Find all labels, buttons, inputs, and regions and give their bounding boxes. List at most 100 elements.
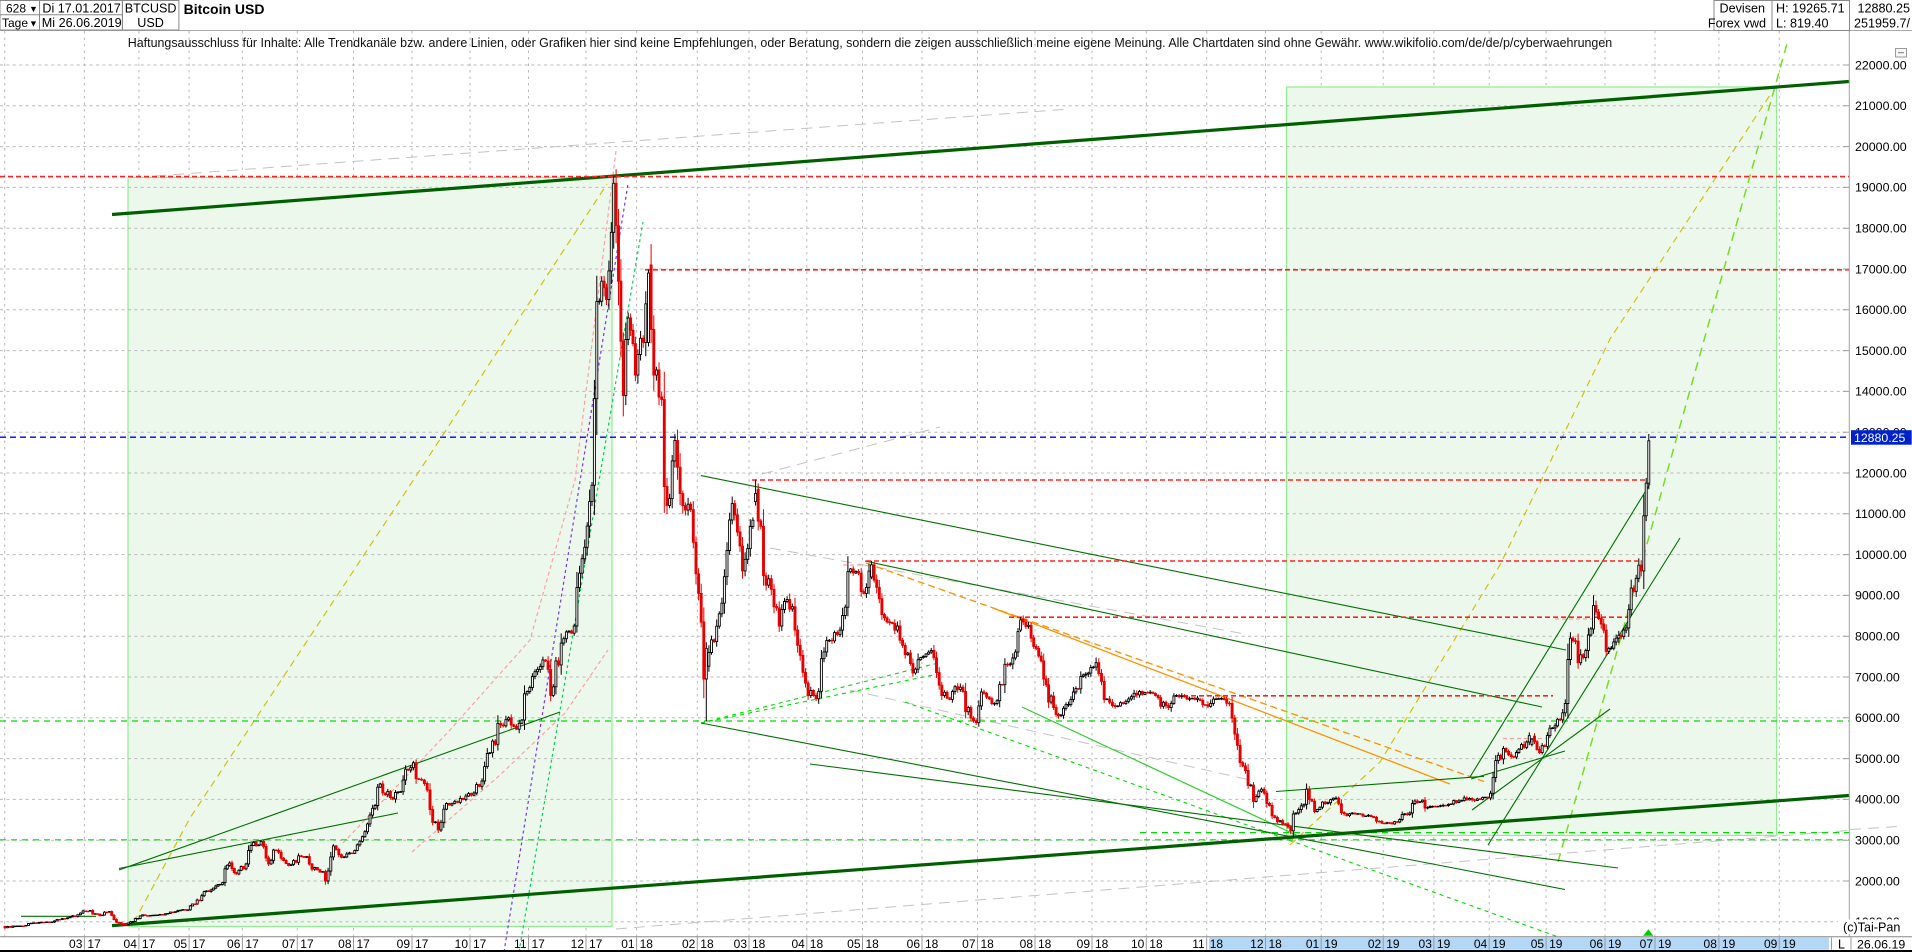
svg-text:17: 17	[142, 937, 156, 951]
svg-text:▼: ▼	[29, 19, 38, 29]
svg-text:18: 18	[640, 937, 654, 951]
svg-text:18: 18	[700, 937, 714, 951]
svg-text:09: 09	[1764, 937, 1778, 951]
svg-text:18: 18	[752, 937, 766, 951]
svg-text:06: 06	[1590, 937, 1604, 951]
svg-text:07: 07	[282, 937, 296, 951]
svg-text:Devisen: Devisen	[1720, 2, 1766, 16]
svg-text:08: 08	[338, 937, 352, 951]
svg-text:251959.7/: 251959.7/	[1854, 17, 1911, 31]
svg-text:04: 04	[791, 937, 805, 951]
svg-text:Tage: Tage	[2, 16, 28, 30]
svg-text:17: 17	[300, 937, 314, 951]
svg-text:10000.00: 10000.00	[1855, 548, 1907, 562]
svg-text:11: 11	[1192, 937, 1205, 951]
svg-text:17: 17	[532, 937, 546, 951]
svg-text:17000.00: 17000.00	[1855, 262, 1907, 276]
svg-text:22000.00: 22000.00	[1855, 58, 1907, 72]
svg-text:8000.00: 8000.00	[1855, 630, 1900, 644]
svg-text:12880.25: 12880.25	[1857, 2, 1910, 16]
svg-text:L: 819.40: L: 819.40	[1776, 17, 1829, 31]
svg-text:19: 19	[1658, 937, 1672, 951]
svg-text:17: 17	[589, 937, 603, 951]
svg-text:19: 19	[1722, 937, 1736, 951]
svg-text:26.06.19: 26.06.19	[1857, 937, 1905, 951]
svg-text:Haftungsausschluss für Inhalte: Haftungsausschluss für Inhalte: Alle Tre…	[128, 36, 1612, 50]
svg-text:17: 17	[357, 937, 371, 951]
svg-text:10: 10	[1131, 937, 1145, 951]
svg-text:12: 12	[571, 937, 585, 951]
svg-text:18: 18	[810, 937, 824, 951]
svg-text:19: 19	[1324, 937, 1338, 951]
svg-text:2000.00: 2000.00	[1855, 874, 1900, 888]
svg-text:17: 17	[87, 937, 101, 951]
svg-text:19: 19	[1386, 937, 1400, 951]
svg-text:17: 17	[192, 937, 206, 951]
svg-text:18: 18	[1038, 937, 1052, 951]
svg-text:3000.00: 3000.00	[1855, 834, 1900, 848]
svg-text:18: 18	[866, 937, 880, 951]
svg-text:Bitcoin USD: Bitcoin USD	[184, 1, 265, 17]
svg-text:18000.00: 18000.00	[1855, 222, 1907, 236]
svg-text:18: 18	[1210, 937, 1224, 951]
svg-text:17: 17	[245, 937, 259, 951]
svg-text:04: 04	[124, 937, 138, 951]
svg-text:16000.00: 16000.00	[1855, 303, 1907, 317]
svg-text:12: 12	[1250, 937, 1264, 951]
svg-text:14000.00: 14000.00	[1855, 385, 1907, 399]
svg-text:05: 05	[847, 937, 861, 951]
svg-text:03: 03	[69, 937, 83, 951]
svg-text:5000.00: 5000.00	[1855, 752, 1900, 766]
svg-text:21000.00: 21000.00	[1855, 99, 1907, 113]
svg-text:04: 04	[1474, 937, 1488, 951]
svg-text:19: 19	[1437, 937, 1451, 951]
svg-text:19000.00: 19000.00	[1855, 181, 1907, 195]
svg-text:Forex vwd: Forex vwd	[1708, 17, 1766, 31]
svg-text:4000.00: 4000.00	[1855, 793, 1900, 807]
svg-text:19: 19	[1549, 937, 1563, 951]
svg-text:01: 01	[621, 937, 635, 951]
svg-text:01: 01	[1306, 937, 1320, 951]
svg-text:L: L	[1838, 938, 1845, 952]
svg-text:Di 17.01.2017: Di 17.01.2017	[42, 2, 120, 16]
svg-text:08: 08	[1020, 937, 1034, 951]
svg-text:(c)Tai-Pan: (c)Tai-Pan	[1843, 921, 1900, 935]
svg-text:12880.25: 12880.25	[1854, 431, 1905, 445]
svg-text:▼: ▼	[29, 4, 38, 14]
svg-text:03: 03	[1419, 937, 1433, 951]
svg-text:18: 18	[1095, 937, 1109, 951]
svg-text:09: 09	[1077, 937, 1091, 951]
svg-text:11: 11	[514, 937, 527, 951]
svg-text:18: 18	[925, 937, 939, 951]
svg-text:02: 02	[1368, 937, 1382, 951]
svg-text:19: 19	[1492, 937, 1506, 951]
svg-text:05: 05	[174, 937, 188, 951]
svg-text:18: 18	[1269, 937, 1283, 951]
svg-text:17: 17	[473, 937, 487, 951]
svg-text:11000.00: 11000.00	[1855, 507, 1906, 521]
svg-text:07: 07	[1640, 937, 1654, 951]
svg-text:10: 10	[455, 937, 469, 951]
svg-text:9000.00: 9000.00	[1855, 589, 1900, 603]
svg-text:08: 08	[1704, 937, 1718, 951]
svg-text:7000.00: 7000.00	[1855, 670, 1900, 684]
svg-text:09: 09	[397, 937, 411, 951]
svg-text:07: 07	[962, 937, 976, 951]
svg-text:15000.00: 15000.00	[1855, 344, 1907, 358]
svg-text:BTCUSD: BTCUSD	[125, 2, 177, 16]
svg-text:05: 05	[1531, 937, 1545, 951]
svg-text:6000.00: 6000.00	[1855, 711, 1900, 725]
svg-text:H: 19265.71: H: 19265.71	[1776, 2, 1845, 16]
svg-text:Mi 26.06.2019: Mi 26.06.2019	[42, 16, 122, 30]
svg-text:18: 18	[1149, 937, 1163, 951]
svg-text:628: 628	[6, 2, 26, 16]
svg-text:USD: USD	[137, 16, 164, 30]
svg-text:19: 19	[1782, 937, 1796, 951]
svg-text:03: 03	[734, 937, 748, 951]
svg-text:20000.00: 20000.00	[1855, 140, 1907, 154]
svg-text:19: 19	[1608, 937, 1622, 951]
svg-text:06: 06	[907, 937, 921, 951]
svg-text:17: 17	[415, 937, 429, 951]
svg-text:18: 18	[981, 937, 995, 951]
svg-text:02: 02	[682, 937, 696, 951]
